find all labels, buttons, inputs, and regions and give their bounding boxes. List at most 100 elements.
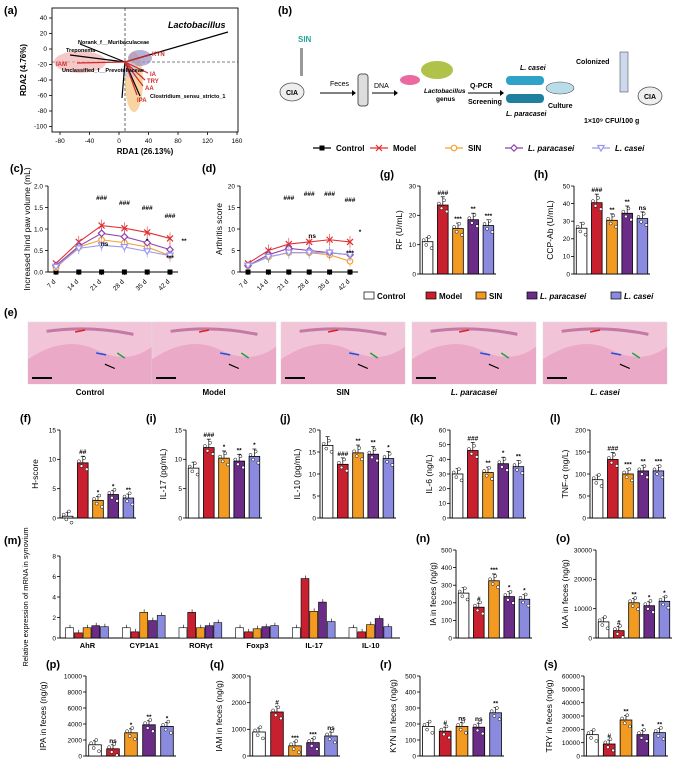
tissue-region: [281, 343, 405, 384]
arrowhead-icon: [500, 90, 504, 96]
scatter-point: [452, 225, 456, 229]
y-axis-title: CCP-Ab (U/mL): [545, 200, 555, 260]
bar-ahr-model: [74, 632, 83, 639]
scatter-point: [628, 599, 632, 603]
legend-label-1: Model: [393, 144, 416, 153]
scatter-point: [94, 738, 99, 742]
scatter-point: [644, 223, 649, 227]
scatter-point: [110, 495, 114, 500]
bone-ridge: [561, 327, 649, 336]
y-tick-label: 10000: [574, 606, 592, 613]
red-arrow-icon: [327, 329, 339, 333]
scatter-point: [133, 737, 137, 741]
scatter-point: [614, 224, 618, 229]
scatter-point: [69, 520, 74, 525]
rda-y-tick-label: -100: [34, 124, 47, 131]
scatter-point: [645, 475, 649, 480]
blue-arrow-icon: [96, 352, 107, 356]
black-arrow-icon: [357, 363, 369, 370]
tissue-region: [412, 343, 536, 384]
y-tick-label: 500: [441, 547, 452, 554]
significance-mark: ***: [490, 567, 498, 574]
scatter-point: [630, 478, 634, 483]
bar-model: [77, 462, 89, 519]
scatter-point: [289, 742, 293, 747]
panel-r-kyn: (r) 0 100 200 300 400 500 # ns ns ** KYN in feces (…: [380, 659, 504, 760]
scatter-point: [646, 607, 650, 611]
significance-mark: ***: [166, 255, 174, 262]
panel-e-histology: (e) Control Model SIN L. paracasei L. casei: [4, 307, 668, 397]
scatter-point: [657, 464, 662, 468]
scatter-point: [344, 468, 349, 473]
rda-label-lactobacillus: Lactobacillus: [168, 20, 226, 30]
y-tick-label: 300: [441, 583, 452, 590]
scatter-point: [115, 753, 119, 757]
workflow-cia2-label: CIA: [644, 94, 656, 101]
panel-c-label: (c): [10, 163, 24, 175]
scatter-point: [309, 744, 314, 748]
panel-g-label: (g): [380, 169, 394, 181]
scatter-point: [218, 454, 222, 459]
scatter-point: [487, 219, 492, 223]
scatter-point: [276, 705, 281, 709]
scatter-point: [656, 734, 661, 738]
scatter-point: [613, 627, 617, 631]
data-point: [99, 269, 105, 275]
data-point: [53, 269, 59, 275]
rda-label-kyn: KYN: [152, 52, 165, 58]
bar-il-10-sin: [366, 624, 375, 639]
scatter-point: [454, 229, 459, 234]
scatter-point: [591, 476, 596, 480]
significance-mark: ###: [283, 195, 294, 202]
y-tick-label: 5: [178, 486, 182, 493]
scatter-point: [387, 452, 392, 456]
y-tick-label: 30: [409, 183, 417, 190]
data-point: [120, 232, 129, 241]
scatter-point: [294, 739, 299, 743]
scatter-point: [451, 470, 456, 475]
scatter-point: [636, 607, 640, 611]
scatter-point: [145, 726, 150, 730]
y-tick-label: 10: [439, 501, 447, 508]
y-tick-label: 0: [582, 515, 586, 522]
legend-marker-4: [596, 144, 606, 153]
y-tick-label: 0: [178, 515, 182, 522]
scatter-point: [127, 734, 132, 738]
y-axis-title: IAA in feces (ng/g): [560, 559, 570, 629]
rda-label-try: TRY: [147, 79, 159, 85]
rda-y-tick-label: -60: [38, 93, 48, 100]
scatter-point: [517, 460, 522, 464]
scatter-point: [626, 206, 631, 211]
histology-caption-1: Model: [202, 388, 225, 397]
scatter-point: [457, 467, 461, 471]
scatter-point: [523, 592, 528, 597]
scatter-point: [605, 626, 610, 631]
rda-x-tick-label: 160: [232, 138, 243, 145]
scatter-point: [594, 481, 599, 485]
scatter-point: [622, 721, 627, 725]
rda-label-treponema: Treponema: [66, 48, 96, 54]
bar-model: [467, 450, 479, 519]
scatter-point: [503, 593, 508, 597]
scatter-point: [457, 221, 462, 226]
scatter-point: [637, 731, 641, 735]
scatter-point: [625, 713, 630, 717]
y-tick-label: 40: [563, 201, 571, 208]
scatter-point: [148, 718, 153, 722]
x-tick-label: 7 d: [238, 278, 250, 290]
significance-mark: *: [663, 590, 666, 597]
bar-sin: [218, 457, 230, 519]
data-point: [120, 224, 128, 232]
legend-label-3: L. paracasei: [528, 144, 575, 153]
significance-mark: ***: [291, 735, 299, 742]
bone-ridge: [170, 327, 258, 336]
scatter-point: [660, 475, 665, 480]
legend-bars: Control Model SIN L. paracasei L. casei: [363, 291, 654, 301]
arrowhead-icon: [394, 90, 398, 96]
y-tick-label: 0: [231, 269, 235, 276]
rda-y-tick-label: 20: [40, 31, 48, 38]
scatter-point: [608, 221, 613, 226]
